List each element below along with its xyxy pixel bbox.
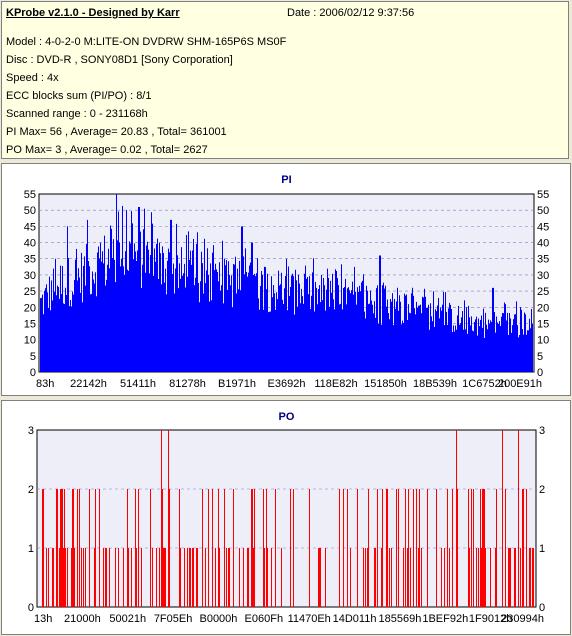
x-tick-label: E3692h	[268, 378, 306, 390]
x-tick-label: 22142h	[70, 378, 107, 390]
app-title: KProbe v2.1.0 - Designed by Karr	[6, 7, 180, 19]
y-tick-label-left: 2	[28, 484, 34, 496]
x-tick-label: 151850h	[364, 378, 407, 390]
x-tick-label: 18B539h	[413, 378, 457, 390]
y-tick-label-left: 15	[24, 318, 36, 330]
x-tick-label: 7F05Eh	[154, 613, 193, 625]
y-tick-label-left: 30	[24, 270, 36, 282]
y-tick-label-right: 55	[537, 189, 549, 201]
y-tick-label-right: 2	[539, 484, 545, 496]
y-tick-label-right: 5	[537, 351, 543, 363]
y-tick-label-right: 0	[539, 602, 545, 614]
x-tick-label: 21000h	[64, 613, 101, 625]
y-tick-label-left: 50	[24, 205, 36, 217]
x-tick-label: 230994h	[501, 613, 544, 625]
y-tick-label-left: 5	[30, 351, 36, 363]
y-tick-label-left: 0	[30, 367, 36, 379]
x-tick-label: 50021h	[109, 613, 146, 625]
x-tick-label: 1F9012h	[469, 613, 512, 625]
x-tick-label: 51411h	[120, 378, 156, 390]
y-tick-label-left: 25	[24, 286, 36, 298]
pi-summary-line: PI Max= 56 , Average= 20.83 , Total= 361…	[6, 126, 227, 138]
x-tick-label: 83h	[36, 378, 54, 390]
model-line: Model : 4-0-2-0 M:LITE-ON DVDRW SHM-165P…	[6, 36, 287, 48]
y-tick-label-right: 0	[537, 367, 543, 379]
x-tick-label: 14D011h	[333, 613, 377, 625]
y-tick-label-left: 45	[24, 221, 36, 233]
x-tick-label: 185569h	[378, 613, 421, 625]
scan-date: Date : 2006/02/12 9:37:56	[287, 7, 415, 19]
disc-line: Disc : DVD-R , SONY08D1 [Sony Corporatio…	[6, 54, 233, 66]
y-tick-label-right: 3	[539, 425, 545, 437]
x-tick-label: B1971h	[218, 378, 256, 390]
y-tick-label-right: 25	[537, 286, 549, 298]
y-tick-label-left: 1	[28, 543, 34, 555]
y-tick-label-right: 15	[537, 318, 549, 330]
x-tick-label: E060Fh	[245, 613, 284, 625]
y-tick-label-left: 20	[24, 302, 36, 314]
po-chart: 0 0 1 1 2 2 3 3 13h 21000h 50021h 7F05Eh B0000h E060F…	[28, 411, 545, 625]
y-tick-label-left: 55	[24, 189, 36, 201]
x-tick-label: 1C6752h	[462, 378, 507, 390]
disc-info-panel: KProbe v2.1.0 - Designed by Karr Date : …	[1, 1, 569, 159]
y-tick-label-right: 45	[537, 221, 549, 233]
plot-area	[36, 429, 537, 608]
y-tick-label-left: 10	[24, 335, 36, 347]
y-tick-label-right: 20	[537, 302, 549, 314]
y-tick-label-right: 40	[537, 238, 549, 250]
y-tick-label-left: 35	[24, 254, 36, 266]
y-tick-label-right: 10	[537, 335, 549, 347]
chart-title: PO	[279, 411, 295, 423]
y-tick-label-right: 30	[537, 270, 549, 282]
speed-line: Speed : 4x	[6, 72, 59, 84]
y-tick-label-right: 1	[539, 543, 545, 555]
scanned-range-line: Scanned range : 0 - 231168h	[6, 108, 148, 120]
pi-floor-band	[40, 359, 533, 372]
x-tick-label: 81278h	[169, 378, 206, 390]
y-tick-label-left: 3	[28, 425, 34, 437]
ecc-sum-line: ECC blocks sum (PI/PO) : 8/1	[6, 90, 152, 102]
chart-title: PI	[281, 174, 291, 186]
po-bars	[42, 430, 534, 607]
x-tick-label: 1BEF92h	[422, 613, 468, 625]
x-tick-label: 11470Eh	[288, 613, 331, 625]
y-tick-label-left: 40	[24, 238, 36, 250]
x-tick-label: B0000h	[199, 613, 237, 625]
x-tick-label: 118E82h	[314, 378, 357, 390]
po-summary-line: PO Max= 3 , Average= 0.02 , Total= 2627	[6, 144, 208, 156]
x-tick-label: 200E91h	[498, 378, 542, 390]
pi-chart-panel: 0 0 5 5 10 10 15 15 20 20 25 25 30 30 35 35 40 40 45 45 50 50…	[1, 163, 571, 396]
y-tick-label-left: 0	[28, 602, 34, 614]
x-tick-label: 13h	[34, 613, 52, 625]
y-tick-label-right: 35	[537, 254, 549, 266]
y-tick-label-right: 50	[537, 205, 549, 217]
po-chart-panel: 0 0 1 1 2 2 3 3 13h 21000h 50021h 7F05Eh B0000h E060F…	[1, 400, 571, 635]
